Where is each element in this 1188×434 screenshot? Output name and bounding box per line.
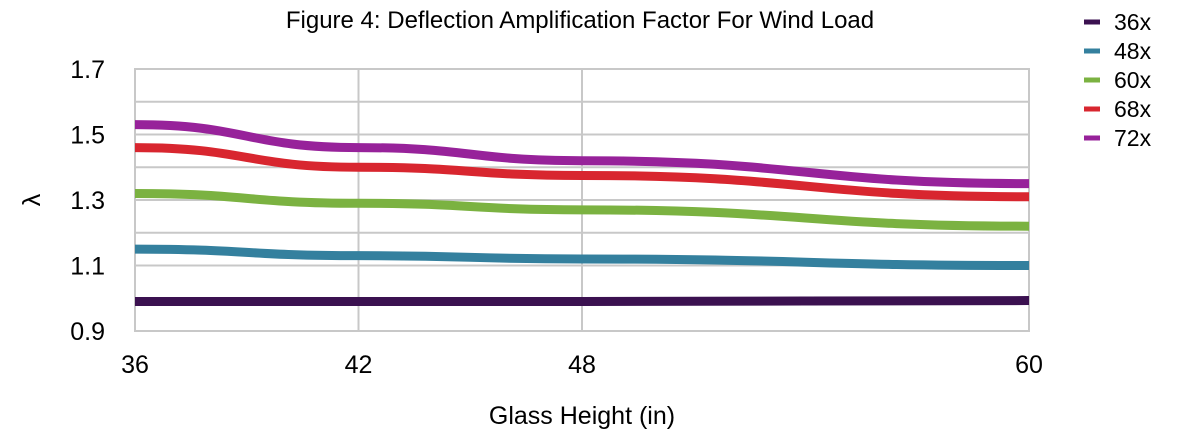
series-line-72x [134, 120, 1030, 189]
series-line-60x [134, 188, 1030, 231]
y-tick-label: 1.1 [70, 253, 105, 281]
series-layer [134, 120, 1030, 307]
y-tick-label: 1.5 [70, 122, 105, 150]
y-axis-label: λ [18, 193, 46, 206]
y-tick-label: 0.9 [70, 318, 105, 346]
series-line-48x [134, 244, 1030, 270]
legend: 36x 48x 60x 68x 72x [1084, 9, 1152, 151]
x-tick-label: 60 [1015, 351, 1043, 379]
legend-label-68x: 68x [1114, 96, 1152, 122]
x-tick-label: 48 [568, 351, 596, 379]
legend-label-60x: 60x [1114, 67, 1152, 93]
y-tick-label: 1.3 [70, 187, 105, 215]
y-axis-ticks: 0.9 1.1 1.3 1.5 1.7 [70, 56, 105, 346]
x-axis-ticks: 36 42 48 60 [121, 351, 1043, 379]
x-tick-label: 36 [121, 351, 149, 379]
legend-label-72x: 72x [1114, 125, 1152, 151]
x-tick-label: 42 [345, 351, 373, 379]
x-axis-label: Glass Height (in) [489, 402, 675, 430]
series-line-36x [135, 296, 1030, 307]
series-line-68x [134, 143, 1030, 202]
legend-label-48x: 48x [1114, 38, 1152, 64]
chart-title: Figure 4: Deflection Amplification Facto… [286, 7, 874, 34]
y-tick-label: 1.7 [70, 56, 105, 84]
legend-label-36x: 36x [1114, 9, 1152, 35]
